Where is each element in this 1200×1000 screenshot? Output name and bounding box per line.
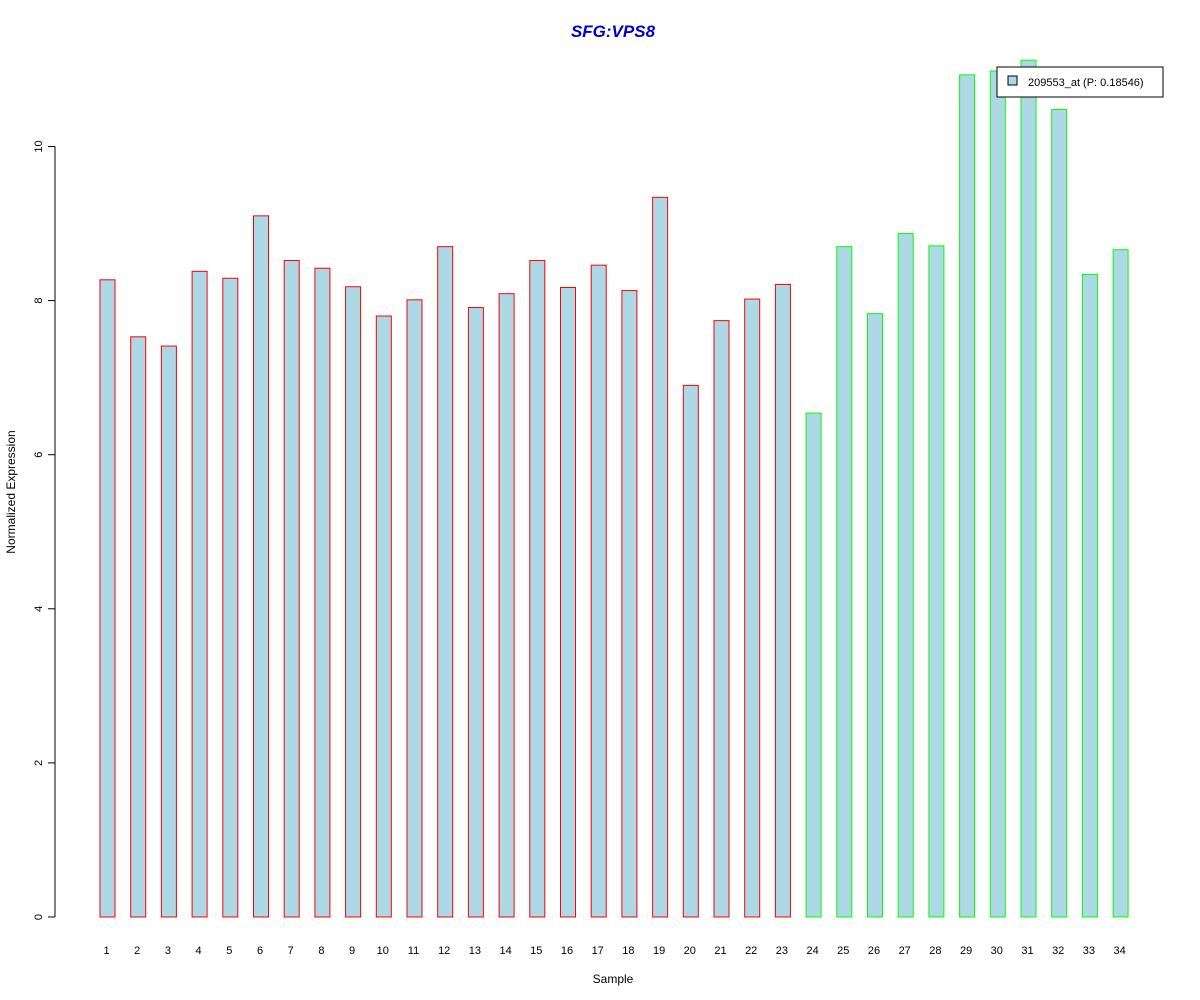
y-tick-label: 6: [33, 452, 45, 458]
x-tick-label: 25: [837, 945, 849, 957]
bar-sample-19: [652, 196, 669, 918]
bar-sample-6: [253, 215, 269, 918]
legend-box: [996, 66, 1164, 98]
bar-sample-23: [774, 283, 791, 918]
x-tick-label: 20: [684, 945, 696, 957]
x-tick-label: 32: [1052, 945, 1064, 957]
x-tick-label: 23: [776, 945, 788, 957]
y-axis: 0 2 4 6 8 10: [33, 140, 56, 920]
bar-sample-15: [529, 260, 546, 918]
bar-sample-5: [222, 277, 239, 918]
x-tick-label: 22: [745, 945, 757, 957]
y-tick-label: 8: [33, 298, 45, 304]
bar-sample-10: [375, 315, 392, 918]
bar-sample-7: [283, 260, 300, 918]
y-tick-label: 2: [33, 760, 45, 766]
x-tick-label: 15: [530, 945, 542, 957]
bar-sample-3: [160, 345, 177, 918]
x-tick-label: 30: [991, 945, 1003, 957]
bar-sample-24: [805, 412, 822, 918]
bar-sample-14: [498, 293, 515, 918]
x-tick-label: 24: [806, 945, 818, 957]
y-tick-label: 10: [33, 140, 45, 152]
bar-sample-11: [406, 299, 423, 918]
bar-sample-22: [744, 298, 761, 918]
y-tick-label: 4: [33, 606, 45, 612]
x-tick-label: 33: [1083, 945, 1095, 957]
bar-sample-12: [437, 246, 454, 918]
x-tick-label: 7: [288, 945, 294, 957]
x-tick-label: 4: [196, 945, 202, 957]
bar-sample-29: [959, 74, 976, 918]
x-tick-label: 9: [349, 945, 355, 957]
bar-sample-31: [1020, 59, 1037, 918]
x-tick-label: 18: [622, 945, 634, 957]
x-axis-label: Sample: [593, 972, 634, 986]
x-tick-label: 3: [165, 945, 171, 957]
x-tick-label: 26: [868, 945, 880, 957]
x-tick-label: 1: [103, 945, 109, 957]
bar-sample-20: [682, 384, 699, 918]
x-tick-labels: 1 2 3 4 5 6 7 8 9 10 11 12 13 14 15 16 17 18 19 20 21 22 23 24 2…: [103, 945, 1125, 957]
x-tick-label: 8: [318, 945, 324, 957]
x-tick-label: 11: [408, 945, 419, 957]
x-tick-label: 10: [377, 945, 389, 957]
bar-sample-18: [621, 290, 638, 918]
bars-group: [99, 59, 1129, 918]
x-tick-label: 21: [714, 945, 726, 957]
bar-sample-13: [467, 307, 484, 918]
bar-sample-9: [345, 286, 362, 918]
x-tick-label: 27: [899, 945, 911, 957]
x-tick-label: 12: [438, 945, 450, 957]
bar-sample-1: [99, 279, 116, 918]
bar-sample-2: [130, 336, 147, 918]
chart-title: SFG:VPS8: [571, 22, 656, 41]
bar-sample-34: [1112, 249, 1129, 918]
x-tick-label: 29: [960, 945, 972, 957]
bar-sample-28: [928, 245, 945, 918]
legend-swatch: [1007, 75, 1018, 86]
bar-sample-30: [989, 70, 1006, 918]
x-tick-label: 2: [134, 945, 140, 957]
bar-sample-25: [836, 246, 853, 918]
x-tick-label: 34: [1113, 945, 1125, 957]
y-axis-label: Normalized Expression: [4, 430, 18, 553]
x-tick-label: 31: [1021, 945, 1033, 957]
x-tick-label: 6: [257, 945, 263, 957]
x-tick-label: 17: [592, 945, 604, 957]
bar-sample-21: [713, 320, 730, 918]
bar-sample-26: [867, 313, 883, 918]
bar-sample-17: [590, 264, 607, 918]
bar-sample-16: [560, 287, 576, 918]
y-tick-label: 0: [33, 914, 45, 920]
legend: 209553_at (P: 0.18546): [996, 66, 1164, 98]
x-tick-label: 5: [226, 945, 232, 957]
bar-sample-8: [314, 267, 331, 918]
bar-sample-27: [897, 233, 914, 918]
x-tick-label: 13: [469, 945, 481, 957]
bar-sample-4: [191, 270, 208, 918]
bar-sample-32: [1051, 109, 1068, 918]
x-tick-label: 14: [499, 945, 511, 957]
legend-label: 209553_at (P: 0.18546): [1028, 77, 1144, 89]
x-tick-label: 16: [561, 945, 573, 957]
bar-sample-33: [1081, 273, 1098, 918]
x-tick-label: 28: [929, 945, 941, 957]
x-tick-label: 19: [653, 945, 665, 957]
